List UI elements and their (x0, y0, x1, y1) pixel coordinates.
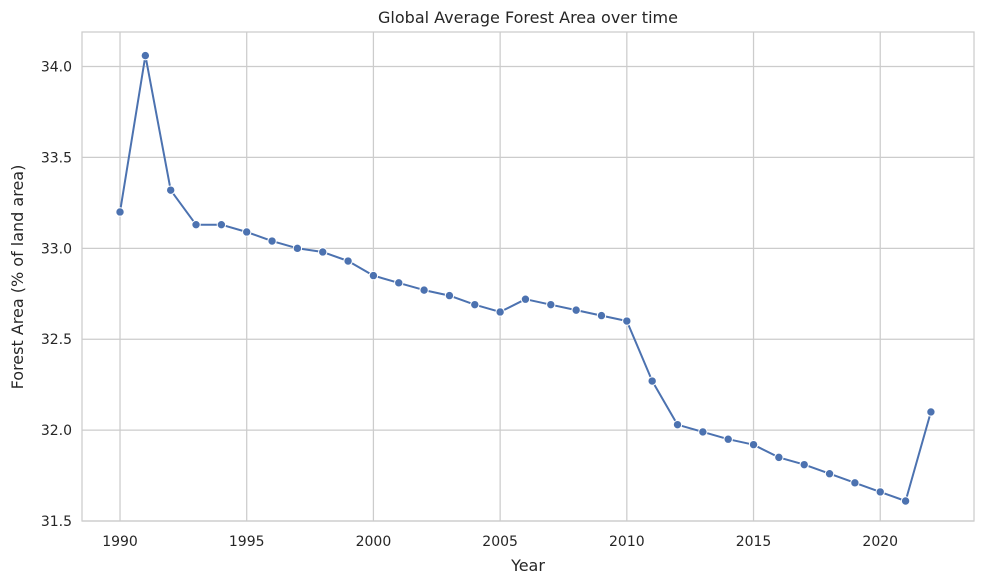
data-point (571, 305, 581, 315)
data-point (546, 299, 556, 310)
data-point (343, 256, 353, 266)
x-tick-label: 2020 (862, 534, 898, 550)
data-point (850, 478, 860, 488)
data-point (672, 419, 683, 430)
plot-frame (81, 31, 975, 522)
data-point (394, 278, 404, 288)
y-tick-label: 33.0 (41, 241, 72, 257)
data-point (774, 452, 784, 463)
data-point (698, 427, 708, 437)
data-point (292, 243, 303, 254)
data-point (267, 236, 277, 246)
data-point (115, 207, 125, 217)
x-tick-label: 2000 (356, 534, 392, 550)
x-tick-label: 2015 (736, 534, 772, 550)
data-point (470, 299, 480, 310)
y-axis-label: Forest Area (% of land area) (8, 165, 27, 390)
data-point (191, 219, 201, 230)
data-point (368, 270, 379, 281)
data-point (216, 219, 227, 230)
y-tick-label: 32.5 (41, 332, 72, 348)
data-point (242, 227, 252, 237)
y-tick-label: 31.5 (41, 514, 72, 530)
data-point (165, 185, 176, 195)
data-point (799, 459, 809, 470)
data-point (444, 290, 455, 301)
x-tick-label: 1990 (102, 534, 138, 550)
data-point (140, 50, 151, 61)
data-point (596, 310, 607, 321)
data-point (875, 487, 885, 497)
y-tick-label: 34.0 (41, 60, 72, 76)
y-tick-label: 32.0 (41, 423, 72, 439)
chart-title: Global Average Forest Area over time (378, 8, 678, 27)
data-point (495, 307, 505, 317)
x-axis-label: Year (510, 556, 545, 575)
data-point (318, 247, 328, 257)
data-point (926, 407, 936, 417)
data-point (723, 434, 733, 444)
data-point (824, 469, 835, 479)
x-tick-label: 2005 (482, 534, 518, 550)
data-point (419, 285, 429, 295)
data-point (748, 439, 759, 450)
grid (82, 32, 974, 522)
x-tick-label: 1995 (229, 534, 265, 550)
tick-labels: 1990 1995 2000 2005 2010 2015 2020 31.5 32.0 32.5… (41, 60, 898, 550)
x-tick-label: 2010 (609, 534, 645, 550)
data-point (622, 316, 632, 326)
y-tick-label: 33.5 (41, 150, 72, 166)
data-point (520, 294, 531, 304)
data-point (900, 496, 911, 506)
data-point (647, 376, 657, 386)
series-layer (115, 50, 936, 506)
